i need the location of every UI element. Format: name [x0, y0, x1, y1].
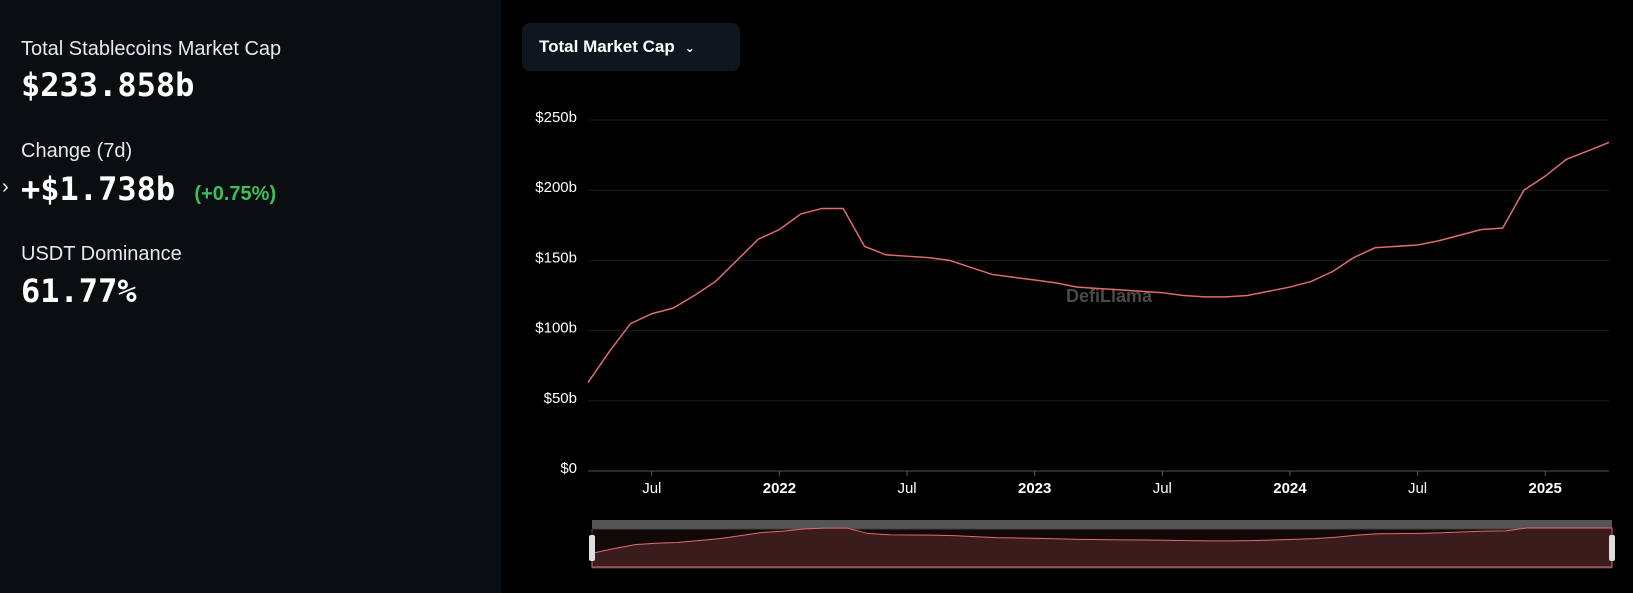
y-tick-label: $0	[560, 460, 577, 477]
minimap-handle[interactable]	[1609, 535, 1615, 561]
stat-label: Change (7d)	[21, 140, 133, 162]
minimap-handle[interactable]	[589, 535, 595, 561]
x-tick-label: 2022	[763, 480, 796, 497]
change-value: +$1.738b	[21, 170, 176, 208]
stat-value: 61.77%	[21, 272, 137, 310]
y-tick-label: $150b	[535, 249, 577, 266]
stat-label: Total Stablecoins Market Cap	[21, 38, 282, 60]
x-tick-label: Jul	[642, 480, 661, 497]
stat-value: $233.858b	[21, 66, 195, 104]
stat-label: USDT Dominance	[21, 243, 182, 265]
stat-value: +$1.738b (+0.75%)	[21, 170, 276, 208]
metric-dropdown[interactable]: Total Market Cap ⌄	[522, 23, 740, 71]
x-tick-label: 2025	[1529, 480, 1562, 497]
y-tick-label: $100b	[535, 320, 577, 337]
dropdown-arrow: ⌄	[684, 41, 695, 55]
y-tick-label: $50b	[544, 390, 577, 407]
minimap-bar	[592, 520, 1612, 529]
x-tick-label: 2023	[1018, 480, 1051, 497]
x-tick-label: Jul	[1153, 480, 1172, 497]
y-tick-label: $250b	[535, 109, 577, 126]
y-tick-label: $200b	[535, 179, 577, 196]
minimap-area	[591, 527, 1613, 568]
dropdown-label: Total Market Cap	[539, 37, 675, 56]
expand-icon[interactable]: ›	[2, 176, 9, 198]
change-pct: (+0.75%)	[194, 183, 277, 205]
x-tick-label: 2024	[1273, 480, 1307, 497]
stats-panel: Total Stablecoins Market Cap $233.858b C…	[0, 0, 501, 593]
data-line	[587, 141, 1610, 383]
x-tick-label: Jul	[897, 480, 916, 497]
x-tick-label: Jul	[1408, 480, 1427, 497]
